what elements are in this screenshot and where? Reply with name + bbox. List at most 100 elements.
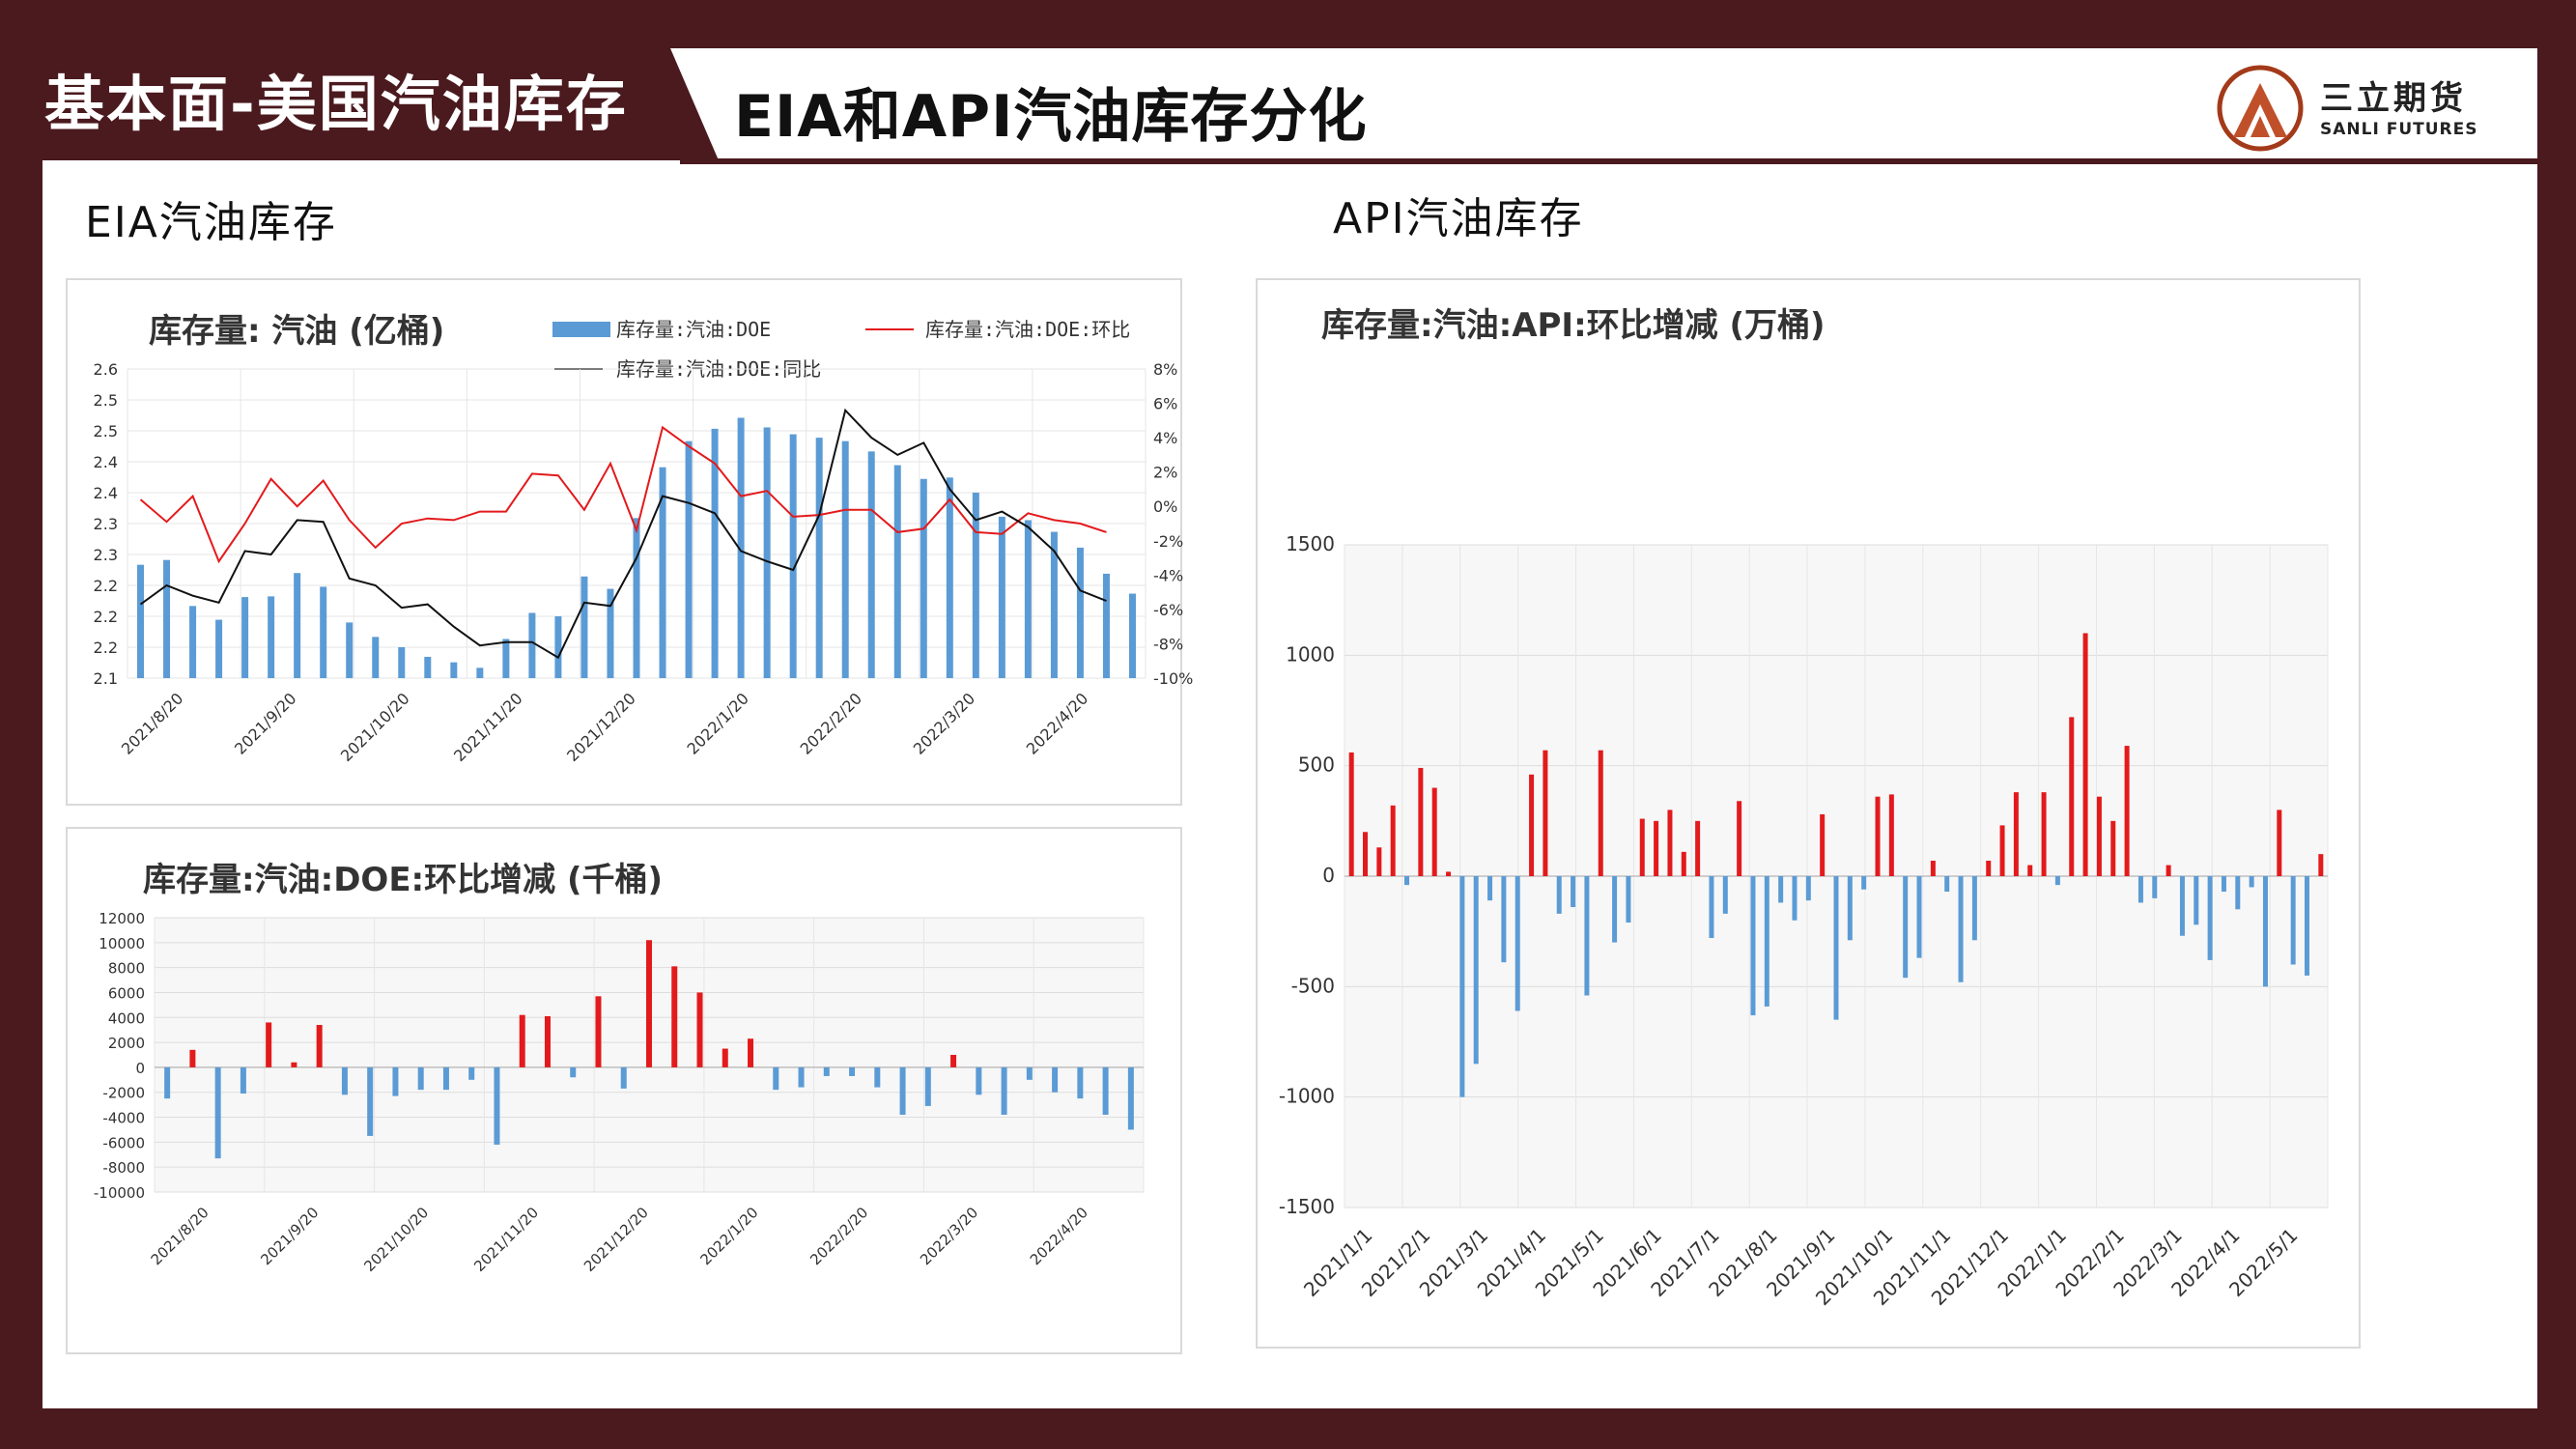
bar: [1598, 750, 1603, 876]
bar: [240, 1066, 246, 1094]
bar: [2054, 876, 2060, 886]
bar: [1875, 796, 1881, 876]
bar: [1529, 774, 1535, 876]
x-tick-label: 2022/2/20: [807, 1204, 871, 1268]
x-tick-label: 2021/12/20: [563, 689, 639, 765]
y-tick-label: 4000: [108, 1009, 145, 1027]
y-tick-label: 10000: [99, 935, 145, 952]
bar: [789, 434, 797, 678]
bar: [580, 576, 588, 678]
y-tick-label: 2.2: [94, 577, 118, 595]
x-tick-label: 2021/10/20: [360, 1204, 432, 1275]
bar: [972, 493, 979, 678]
bar: [1805, 876, 1811, 901]
bar: [189, 1049, 196, 1067]
y-tick-label: 2.2: [94, 639, 118, 657]
bar: [372, 637, 380, 678]
bar: [1102, 573, 1110, 678]
bar: [241, 597, 249, 678]
bar: [1102, 1066, 1109, 1115]
bar: [893, 465, 901, 678]
bar: [646, 940, 652, 1067]
bar: [519, 1014, 525, 1067]
bar: [1944, 876, 1950, 893]
y2-tick-label: -2%: [1153, 532, 1183, 551]
mountain-logo-icon: [2217, 65, 2304, 152]
bar: [1584, 876, 1590, 996]
legend-label: 库存量:汽油:DOE: [616, 318, 771, 341]
bar: [998, 516, 1005, 678]
bar: [2221, 876, 2226, 893]
bar: [1737, 801, 1742, 876]
bar: [620, 1066, 627, 1089]
section-title: 基本面-美国汽油库存: [44, 69, 628, 139]
bar: [346, 622, 354, 678]
logo-subtitle: SANLI FUTURES: [2320, 120, 2478, 139]
bar: [2249, 876, 2254, 888]
bar: [1024, 520, 1032, 678]
bar: [1999, 825, 2005, 876]
chart-title: 库存量:汽油:API:环比增减 (万桶): [1321, 306, 1826, 345]
x-tick-label: 2021/8/20: [118, 689, 186, 757]
bar: [899, 1066, 906, 1115]
bar: [2194, 876, 2199, 925]
eia-panel-heading: EIA汽油库存: [85, 198, 337, 247]
bar: [1986, 860, 1992, 876]
x-tick-label: 2022/1/20: [683, 689, 751, 757]
x-tick-label: 2021/9/20: [231, 689, 299, 757]
y2-tick-label: 8%: [1153, 360, 1177, 379]
x-tick-label: 2022/3/20: [917, 1204, 981, 1268]
x-tick-label: 2021/10/20: [337, 689, 413, 765]
bar: [1404, 876, 1410, 886]
bar: [1695, 820, 1701, 876]
bar: [2110, 820, 2116, 876]
bar: [1473, 876, 1479, 1065]
bar: [476, 668, 484, 678]
page-title: EIA和API汽油库存分化: [734, 83, 1368, 151]
bar: [1052, 1066, 1059, 1093]
api-weekly-change-chart: 库存量:汽油:API:环比增减 (万桶) -1500 -1000 -500 0 500 10…: [1256, 278, 2361, 1349]
bar: [1077, 1066, 1084, 1099]
bar: [2027, 865, 2033, 876]
bar: [748, 1038, 754, 1067]
bar: [2041, 792, 2047, 876]
bar: [268, 596, 275, 678]
bar: [1888, 794, 1894, 876]
company-logo: 三立期货 SANLI FUTURES: [2216, 62, 2525, 155]
bar: [1971, 876, 1977, 941]
bar: [711, 428, 719, 678]
bar: [874, 1066, 881, 1088]
x-tick-label: 2021/11/20: [450, 689, 526, 765]
bar: [1348, 752, 1354, 876]
logo-brand-name: 三立期货: [2320, 79, 2467, 118]
bar: [1764, 876, 1769, 1007]
api-weekly-change-svg: 库存量:汽油:API:环比增减 (万桶) -1500 -1000 -500 0 500 10…: [1279, 306, 2329, 1310]
bar: [722, 1048, 728, 1067]
y-tick-label: 0: [1322, 864, 1335, 887]
bar: [137, 564, 145, 678]
bar: [815, 438, 823, 678]
bar: [1376, 847, 1382, 876]
bar: [1667, 810, 1673, 876]
bar: [763, 427, 771, 678]
bar: [266, 1022, 272, 1067]
y-tick-label: 2.3: [94, 546, 118, 564]
bar: [1571, 876, 1576, 908]
y-tick-label: 2.4: [94, 484, 118, 502]
bar: [1431, 787, 1437, 876]
bar: [2207, 876, 2213, 960]
y2-tick-label: 0%: [1153, 497, 1177, 516]
bar: [2013, 792, 2019, 876]
eia-inventory-chart: 库存量: 汽油 (亿桶) 库存量:汽油:DOE 库存量:汽油:DOE:环比 库存量:汽…: [66, 278, 1193, 806]
y-tick-label: -2000: [102, 1085, 145, 1102]
bar: [1681, 851, 1686, 876]
bar: [417, 1066, 424, 1091]
y-tick-label: 2.5: [94, 422, 118, 440]
bar: [554, 616, 562, 678]
x-tick-label: 2021/11/20: [470, 1204, 542, 1275]
bar: [920, 478, 927, 678]
chart-title: 库存量:汽油:DOE:环比增减 (千桶): [143, 861, 663, 899]
bar: [291, 1062, 297, 1067]
y-tick-label: 0: [135, 1060, 145, 1077]
y-tick-label: 1000: [1286, 642, 1335, 666]
